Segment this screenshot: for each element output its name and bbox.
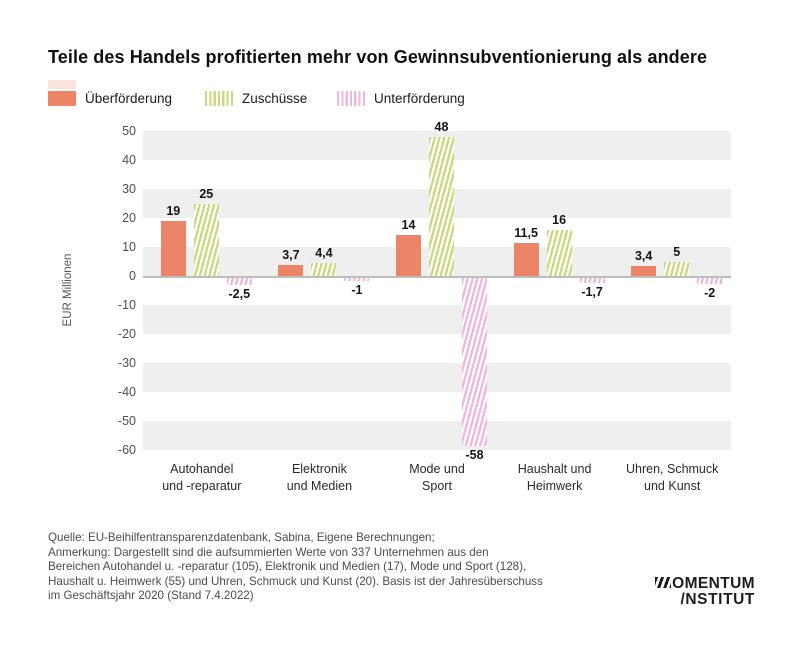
legend-swatch-ueberfoerderung-icon — [48, 91, 76, 106]
bar-value-label: 11,5 — [514, 225, 538, 240]
bar — [311, 263, 337, 276]
bar-value-label: 5 — [673, 244, 681, 259]
bar-value-label: 16 — [552, 212, 567, 227]
y-tick-label: 40 — [122, 153, 136, 167]
bar — [278, 265, 304, 276]
bar-value-label: -58 — [465, 448, 484, 463]
y-tick-label: 20 — [122, 211, 136, 225]
bar — [513, 242, 539, 276]
legend-swatch-ghost — [48, 80, 76, 89]
legend-item-zuschuesse: Zuschüsse — [205, 91, 307, 106]
x-axis-label-line: Haushalt und — [517, 462, 592, 476]
source-note: Quelle: EU-Beihilfentransparenzdatenbank… — [48, 531, 543, 604]
legend-swatch-unterfoerderung-icon — [337, 91, 365, 106]
x-axis-label-line: Sport — [422, 478, 452, 493]
bar-value-label: 48 — [434, 119, 449, 134]
y-axis-title: EUR Millionen — [62, 253, 74, 327]
x-axis-label: Autohandel und -reparatur — [127, 461, 277, 494]
x-axis-label-line: und Kunst — [644, 478, 701, 493]
bar — [193, 203, 219, 276]
source-note-line: Anmerkung: Dargestellt sind die aufsummi… — [48, 545, 489, 559]
x-axis-label-line: Mode und — [409, 462, 465, 476]
bar — [226, 278, 252, 286]
bar-value-label: -2,5 — [228, 287, 251, 302]
x-axis-label: Elektronik und Medien — [244, 461, 394, 494]
y-tick-label: 30 — [122, 182, 136, 196]
y-tick-label: -10 — [117, 298, 136, 312]
legend-label-zuschuesse: Zuschüsse — [242, 91, 308, 106]
x-axis-label: Mode und Sport — [362, 461, 512, 494]
bar-value-label: -1 — [351, 282, 363, 297]
bar — [631, 266, 657, 276]
y-tick-label: -30 — [117, 356, 136, 370]
x-axis-label-line: und Medien — [286, 478, 353, 493]
logo-wordmark: OMENTUM — [655, 576, 755, 592]
logo-text-line2: /NSTITUT — [680, 591, 755, 608]
y-tick-label: -20 — [117, 327, 136, 341]
y-tick-label: 10 — [122, 240, 136, 254]
y-tick-label: -50 — [117, 414, 136, 428]
legend-label-unterfoerderung: Unterförderung — [374, 91, 465, 106]
zero-baseline — [143, 276, 731, 278]
x-axis-label-line: Heimwerk — [526, 478, 583, 493]
y-tick-label: 50 — [122, 124, 136, 138]
bar-value-label: -1,7 — [581, 284, 603, 299]
momentum-m-icon — [655, 577, 672, 588]
y-tick-label: -60 — [117, 443, 136, 457]
source-note-line: im Geschäftsjahr 2020 (Stand 7.4.2022) — [48, 589, 254, 603]
x-axis-label: Uhren, Schmuck und Kunst — [597, 461, 747, 494]
legend-label-ueberfoerderung: Überförderung — [85, 91, 173, 106]
bar-value-label: -2 — [704, 285, 716, 300]
bar-value-label: 25 — [199, 186, 214, 201]
source-note-line: Haushalt u. Heimwerk (55) und Uhren, Sch… — [48, 574, 543, 588]
chart-title: Teile des Handels profitierten mehr von … — [48, 47, 708, 67]
bar — [429, 136, 454, 276]
legend-item-ueberfoerderung: Überförderung — [48, 91, 172, 106]
bar — [579, 278, 605, 283]
source-note-line: Bereichen Autohandel u. -reparatur (105)… — [48, 560, 527, 574]
bar-value-label: 4,4 — [315, 246, 333, 261]
logo-text-line1: OMENTUM — [672, 575, 755, 592]
bar — [697, 278, 723, 284]
x-axis-label-line: und -reparatur — [162, 478, 242, 493]
bar-value-label: 3,4 — [634, 249, 653, 264]
bar — [344, 278, 370, 281]
bar — [664, 261, 690, 276]
x-axis-label: Haushalt und Heimwerk — [480, 461, 630, 494]
x-axis-label-line: Uhren, Schmuck — [625, 462, 719, 476]
legend-item-unterfoerderung: Unterförderung — [337, 91, 465, 106]
bar — [160, 220, 186, 276]
x-axis-label-line: Elektronik — [291, 462, 347, 476]
bar — [462, 278, 487, 447]
bar-value-label: 3,7 — [282, 248, 300, 263]
bar — [396, 235, 421, 276]
x-axis-label-line: Autohandel — [170, 462, 234, 476]
source-note-line: Quelle: EU-Beihilfentransparenzdatenbank… — [48, 531, 435, 544]
y-tick-label: -40 — [117, 385, 136, 399]
bar — [546, 229, 572, 276]
bar-value-label: 19 — [166, 203, 181, 218]
y-tick-label: 0 — [129, 269, 136, 283]
momentum-institut-logo: OMENTUM /NSTITUT — [655, 576, 755, 607]
bar-value-label: 14 — [401, 218, 416, 233]
legend-swatch-zuschuesse-icon — [205, 91, 233, 106]
